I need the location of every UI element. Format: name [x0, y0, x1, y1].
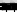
- Bar: [7, 6, 9, 9]
- Bar: [15, 5, 16, 9]
- Bar: [6, 6, 7, 9]
- Bar: [3, 3, 4, 9]
- Bar: [10, 1, 11, 9]
- Polygon shape: [7, 5, 9, 6]
- Bar: [13, 4, 14, 9]
- Polygon shape: [14, 4, 15, 9]
- Bar: [4, 4, 6, 9]
- Legend: DRC0512, ATCC12291, CH-3, OH-20: DRC0512, ATCC12291, CH-3, OH-20: [0, 0, 17, 3]
- Polygon shape: [6, 5, 7, 6]
- Polygon shape: [11, 1, 12, 9]
- Bar: [11, 2, 13, 9]
